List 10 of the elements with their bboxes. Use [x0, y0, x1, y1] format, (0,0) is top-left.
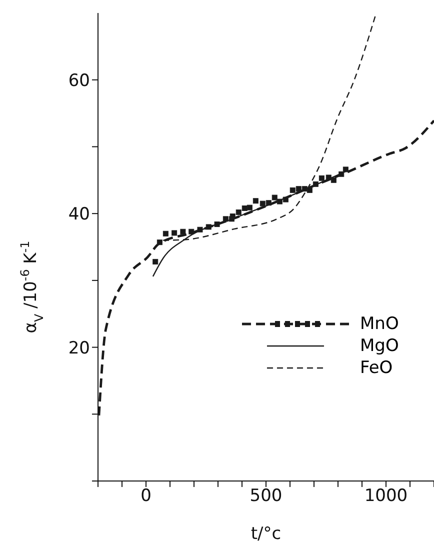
x-tick-label: 1000: [364, 486, 408, 506]
legend-label: MnO: [360, 314, 399, 334]
y-tick-label: 60: [68, 70, 90, 91]
legend-label: FeO: [360, 358, 393, 378]
legend-label: MgO: [360, 336, 399, 356]
x-tick-label: 500: [250, 486, 282, 506]
x-axis-title: t/°c: [250, 524, 282, 544]
x-tick-label: 0: [140, 486, 152, 506]
y-tick-label: 40: [68, 204, 90, 225]
y-tick-label: 20: [68, 338, 90, 358]
